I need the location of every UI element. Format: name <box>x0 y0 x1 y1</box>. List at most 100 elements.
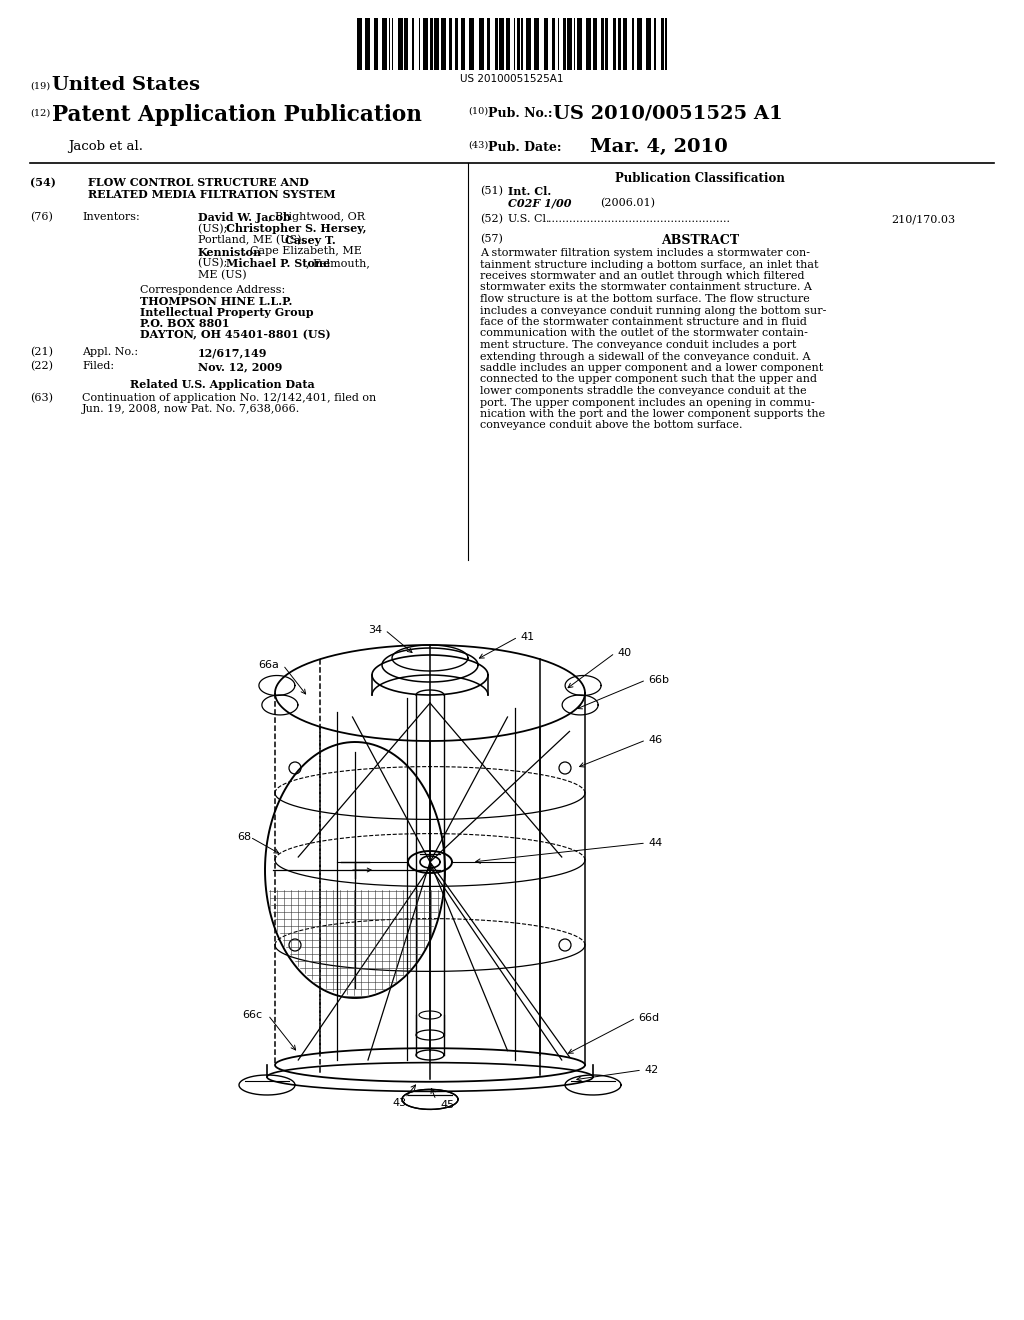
Text: (52): (52) <box>480 214 503 224</box>
Text: , Cape Elizabeth, ME: , Cape Elizabeth, ME <box>243 247 361 256</box>
Text: (2006.01): (2006.01) <box>600 198 655 209</box>
Text: , Falmouth,: , Falmouth, <box>305 257 370 268</box>
Bar <box>666 18 667 70</box>
Bar <box>440 18 445 70</box>
Bar <box>587 18 591 70</box>
Text: David W. Jacob: David W. Jacob <box>198 213 291 223</box>
Text: United States: United States <box>52 77 200 94</box>
Text: Mar. 4, 2010: Mar. 4, 2010 <box>590 139 728 156</box>
Text: (43): (43) <box>468 141 488 150</box>
Text: 40: 40 <box>617 648 631 657</box>
Text: US 2010/0051525 A1: US 2010/0051525 A1 <box>553 104 782 121</box>
Text: Continuation of application No. 12/142,401, filed on: Continuation of application No. 12/142,4… <box>82 393 376 403</box>
Bar <box>605 18 608 70</box>
Bar <box>517 18 520 70</box>
Bar <box>424 18 428 70</box>
Text: (US);: (US); <box>198 223 230 234</box>
Bar <box>486 18 489 70</box>
Bar <box>660 18 664 70</box>
Text: Appl. No.:: Appl. No.: <box>82 347 138 356</box>
Text: Filed:: Filed: <box>82 360 114 371</box>
Text: 66d: 66d <box>638 1012 659 1023</box>
Text: 44: 44 <box>648 838 663 847</box>
Text: saddle includes an upper component and a lower component: saddle includes an upper component and a… <box>480 363 823 374</box>
Text: nication with the port and the lower component supports the: nication with the port and the lower com… <box>480 409 825 418</box>
Text: THOMPSON HINE L.L.P.: THOMPSON HINE L.L.P. <box>140 296 293 308</box>
Bar <box>469 18 474 70</box>
Text: 42: 42 <box>644 1065 658 1074</box>
Text: 45: 45 <box>440 1100 454 1110</box>
Bar <box>558 18 559 70</box>
Bar <box>521 18 523 70</box>
Text: Jun. 19, 2008, now Pat. No. 7,638,066.: Jun. 19, 2008, now Pat. No. 7,638,066. <box>82 404 300 414</box>
Text: Casey T.: Casey T. <box>286 235 336 246</box>
Text: Pub. Date:: Pub. Date: <box>488 141 561 154</box>
Text: Publication Classification: Publication Classification <box>615 172 785 185</box>
Text: Patent Application Publication: Patent Application Publication <box>52 104 422 125</box>
Bar <box>526 18 531 70</box>
Bar <box>646 18 651 70</box>
Bar <box>632 18 634 70</box>
Text: C02F 1/00: C02F 1/00 <box>508 198 571 209</box>
Text: communication with the outlet of the stormwater contain-: communication with the outlet of the sto… <box>480 329 808 338</box>
Text: Nov. 12, 2009: Nov. 12, 2009 <box>198 360 283 372</box>
Text: ME (US): ME (US) <box>198 269 247 280</box>
Text: Christopher S. Hersey,: Christopher S. Hersey, <box>225 223 367 235</box>
Bar <box>365 18 370 70</box>
Text: 66c: 66c <box>242 1010 262 1020</box>
Bar <box>514 18 515 70</box>
Text: ....................................................: ........................................… <box>548 214 730 224</box>
Text: connected to the upper component such that the upper and: connected to the upper component such th… <box>480 375 817 384</box>
Text: Michael P. Stone: Michael P. Stone <box>225 257 330 269</box>
Bar <box>479 18 483 70</box>
Bar <box>600 18 604 70</box>
Text: A stormwater filtration system includes a stormwater con-: A stormwater filtration system includes … <box>480 248 810 257</box>
Bar <box>455 18 458 70</box>
Text: lower components straddle the conveyance conduit at the: lower components straddle the conveyance… <box>480 385 807 396</box>
Text: 210/170.03: 210/170.03 <box>891 214 955 224</box>
Bar <box>375 18 378 70</box>
Bar <box>567 18 572 70</box>
Bar <box>404 18 408 70</box>
Bar <box>573 18 575 70</box>
Text: port. The upper component includes an opening in commu-: port. The upper component includes an op… <box>480 397 815 408</box>
Text: (10): (10) <box>468 107 488 116</box>
Bar <box>500 18 504 70</box>
Text: (US);: (US); <box>198 257 230 268</box>
Text: extending through a sidewall of the conveyance conduit. A: extending through a sidewall of the conv… <box>480 351 811 362</box>
Text: 46: 46 <box>648 735 663 744</box>
Text: face of the stormwater containment structure and in fluid: face of the stormwater containment struc… <box>480 317 807 327</box>
Bar <box>506 18 510 70</box>
Bar <box>413 18 414 70</box>
Text: Pub. No.:: Pub. No.: <box>488 107 553 120</box>
Bar <box>449 18 452 70</box>
Bar <box>654 18 656 70</box>
Text: tainment structure including a bottom surface, an inlet that: tainment structure including a bottom su… <box>480 260 818 269</box>
Bar <box>623 18 628 70</box>
Text: Kenniston: Kenniston <box>198 247 262 257</box>
Text: Portland, ME (US);: Portland, ME (US); <box>198 235 309 246</box>
Bar <box>593 18 597 70</box>
Bar <box>430 18 433 70</box>
Text: , Brightwood, OR: , Brightwood, OR <box>268 213 365 222</box>
Bar <box>389 18 390 70</box>
Bar <box>382 18 387 70</box>
Text: Intellectual Property Group: Intellectual Property Group <box>140 308 313 318</box>
Text: FLOW CONTROL STRUCTURE AND: FLOW CONTROL STRUCTURE AND <box>88 177 309 187</box>
Bar <box>462 18 465 70</box>
Text: (22): (22) <box>30 360 53 371</box>
Bar <box>357 18 361 70</box>
Text: (21): (21) <box>30 347 53 358</box>
Bar <box>544 18 549 70</box>
Text: 41: 41 <box>520 632 535 642</box>
Bar <box>637 18 642 70</box>
Text: flow structure is at the bottom surface. The flow structure: flow structure is at the bottom surface.… <box>480 294 810 304</box>
Text: DAYTON, OH 45401-8801 (US): DAYTON, OH 45401-8801 (US) <box>140 329 331 341</box>
Text: (54): (54) <box>30 177 56 187</box>
Bar <box>535 18 539 70</box>
Text: Inventors:: Inventors: <box>82 213 139 222</box>
Text: ABSTRACT: ABSTRACT <box>660 234 739 247</box>
Bar <box>617 18 622 70</box>
Bar <box>562 18 566 70</box>
Text: 66a: 66a <box>258 660 279 671</box>
